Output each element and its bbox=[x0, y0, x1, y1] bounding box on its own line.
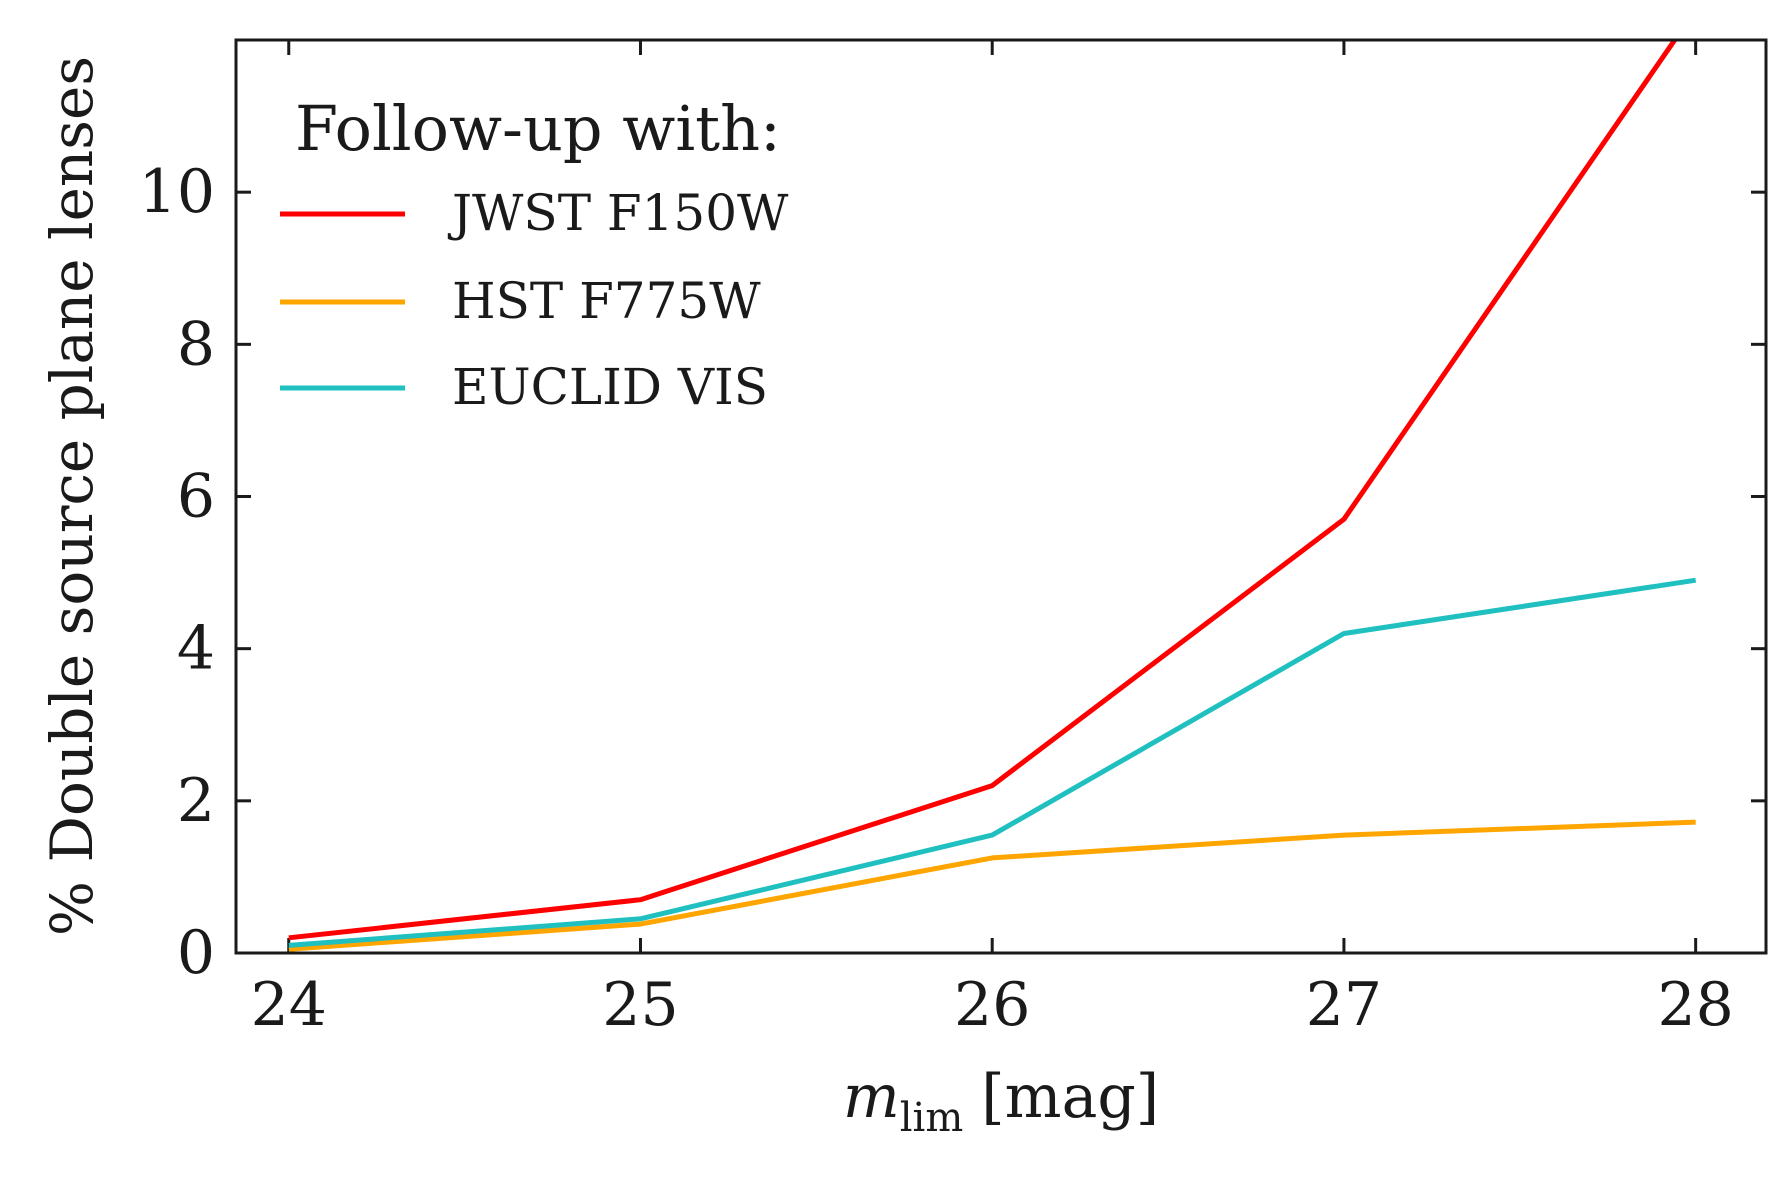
y-tick-label-3: 6 bbox=[177, 462, 215, 532]
y-tick-label-0: 0 bbox=[177, 918, 215, 988]
y-tick-label-1: 2 bbox=[177, 766, 215, 836]
x-axis-label-unit: [mag] bbox=[981, 1062, 1159, 1132]
series-line-hst-f775w bbox=[288, 819, 1696, 952]
series-lines bbox=[288, 40, 1697, 952]
x-tick-label-3: 27 bbox=[1306, 970, 1382, 1040]
x-tick-label-2: 26 bbox=[954, 970, 1030, 1040]
legend-items: JWST F150W HST F775W EUCLID VIS bbox=[280, 184, 789, 416]
x-tick-label-4: 28 bbox=[1657, 970, 1733, 1040]
plot-frame bbox=[234, 38, 1768, 955]
x-axis-label-sub: lim bbox=[900, 1095, 964, 1141]
series-line-euclid-vis bbox=[288, 577, 1697, 948]
y-tick-label-5: 10 bbox=[139, 157, 215, 227]
legend-title: Follow-up with: bbox=[295, 92, 781, 165]
series-line-jwst-f150w bbox=[288, 40, 1678, 941]
legend-label-jwst-f150w: JWST F150W bbox=[447, 184, 789, 242]
x-tick-label-0: 24 bbox=[251, 970, 327, 1040]
y-tick-label-2: 4 bbox=[177, 614, 215, 684]
x-axis-label-main: m bbox=[843, 1062, 900, 1132]
x-axis-label: mlim [mag] bbox=[843, 1062, 1159, 1141]
legend-label-hst-f775w: HST F775W bbox=[452, 272, 761, 330]
axis-ticks bbox=[236, 40, 1766, 955]
y-tick-label-4: 8 bbox=[177, 309, 215, 379]
legend: Follow-up with: JWST F150W HST F775W EUCLI… bbox=[280, 92, 789, 416]
y-axis-label: % Double source plane lenses bbox=[38, 56, 106, 936]
legend-label-euclid-vis: EUCLID VIS bbox=[452, 358, 768, 416]
x-tick-label-1: 25 bbox=[602, 970, 678, 1040]
